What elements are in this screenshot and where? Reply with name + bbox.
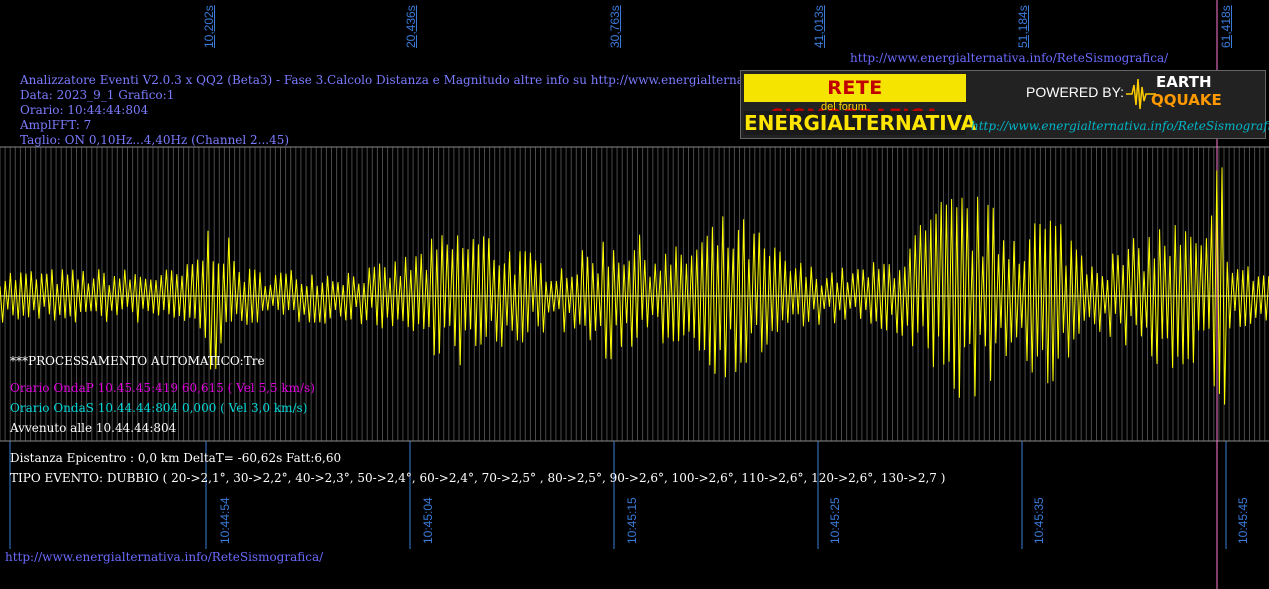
logo-url[interactable]: http://www.energialternativa.info/ReteSi… [971, 119, 1269, 133]
time-grid [0, 147, 1266, 549]
brand-earth: EARTH [1156, 73, 1212, 91]
time-mark-bottom: 10:45:25 [828, 497, 842, 544]
time-mark-top: 20,436s [404, 5, 418, 48]
logo-banner: RETE SISMOGRAFICA del forum ENERGIALTERN… [740, 70, 1269, 139]
logo-top-text: RETE SISMOGRAFICA [744, 74, 966, 127]
event-type: TIPO EVENTO: DUBBIO ( 20->2,1°, 30->2,2°… [10, 471, 946, 485]
time-mark-bottom: 10:45:15 [625, 497, 639, 544]
occurred-time: Avvenuto alle 10.44.44:804 [10, 421, 177, 435]
info-date: Data: 2023_9_1 Grafico:1 [20, 88, 175, 102]
time-mark-top: 30,763s [608, 5, 622, 48]
time-mark-bottom: 10:45:35 [1032, 497, 1046, 544]
footer-url[interactable]: http://www.energialternativa.info/ReteSi… [5, 550, 324, 564]
brand-qquake: QQUAKE [1151, 91, 1222, 109]
info-amplfft: AmplFFT: 7 [20, 118, 92, 132]
time-mark-top: 51,184s [1016, 5, 1030, 48]
epicenter-distance: Distanza Epicentro : 0,0 km DeltaT= -60,… [10, 451, 342, 465]
logo-bottom-text: ENERGIALTERNATIVA [744, 111, 977, 135]
info-time: Orario: 10:44:44:804 [20, 103, 149, 117]
time-mark-bottom: 10:44:54 [218, 497, 232, 544]
time-mark-top: 61,418s [1219, 5, 1233, 48]
time-mark-top: 10,202s [202, 5, 216, 48]
wave-s-time: Orario OndaS 10.44.44:804 0,000 ( Vel 3,… [10, 401, 308, 415]
info-filter: Taglio: ON 0,10Hz...4,40Hz (Channel 2...… [20, 133, 290, 147]
seismic-trace [0, 167, 1269, 405]
logo-sub-text: del forum [821, 101, 867, 113]
auto-processing-label: ***PROCESSAMENTO AUTOMATICO:Tre [10, 354, 265, 368]
time-mark-bottom: 10:45:04 [421, 497, 435, 544]
powered-by-text: POWERED BY: [1026, 84, 1125, 100]
time-mark-bottom: 10:45:45 [1236, 497, 1250, 544]
time-mark-top: 41,013s [812, 5, 826, 48]
info-title: Analizzatore Eventi V2.0.3 x QQ2 (Beta3)… [20, 73, 844, 87]
seismograph-icon [1126, 78, 1156, 110]
header-url[interactable]: http://www.energialternativa.info/ReteSi… [850, 51, 1169, 65]
wave-p-time: Orario OndaP 10.45.45:419 60,615 ( Vel 5… [10, 381, 315, 395]
